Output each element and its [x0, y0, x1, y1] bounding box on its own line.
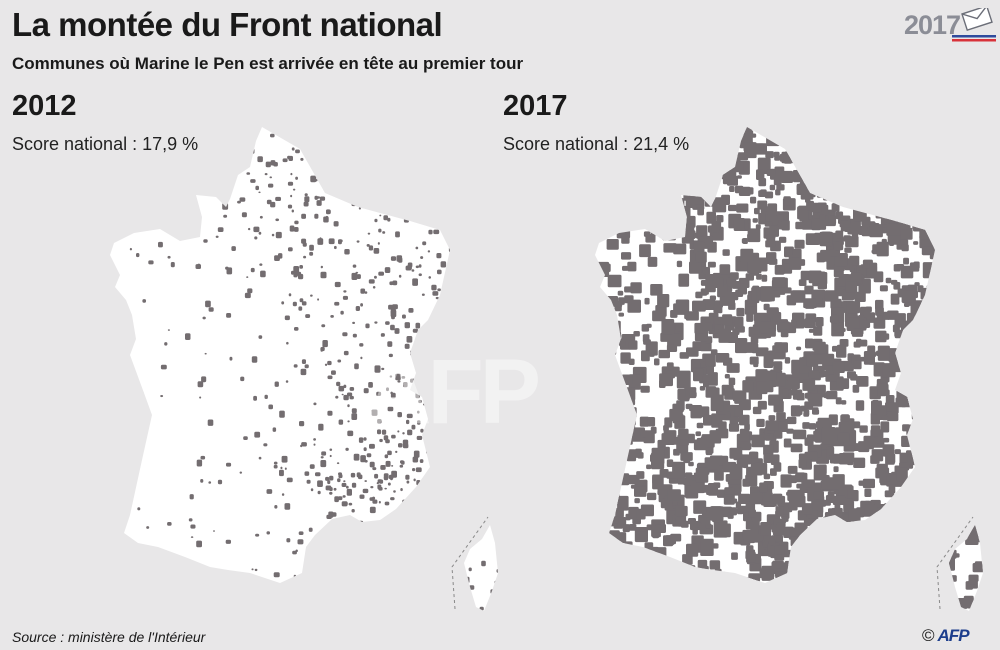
- corsica-inset-separator: [936, 516, 974, 610]
- source-note: Source : ministère de l'Intérieur: [12, 629, 206, 645]
- afp-logo: AFP: [937, 626, 970, 645]
- map-2012-year: 2012: [12, 90, 77, 122]
- corsica-shape: [949, 525, 983, 611]
- election-badge-year: 2017: [904, 10, 961, 40]
- page-title: La montée du Front national: [12, 6, 443, 43]
- map-2017-score: Score national : 21,4 %: [503, 134, 690, 154]
- copyright-symbol: ©: [922, 626, 935, 645]
- election-badge: 2017: [904, 8, 996, 44]
- map-2017-year: 2017: [503, 90, 568, 122]
- page-subtitle: Communes où Marine le Pen est arrivée en…: [12, 54, 524, 73]
- france-map-2012: [110, 127, 498, 611]
- afp-credit: © AFP: [922, 626, 970, 646]
- corsica-inset-separator: [451, 516, 489, 610]
- france-map-2017: [595, 127, 983, 611]
- map-2012-score: Score national : 17,9 %: [12, 134, 199, 154]
- mainland-france-shape: [110, 127, 450, 583]
- afp-watermark: AFP: [365, 341, 541, 443]
- ballot-envelope-icon: [952, 8, 996, 42]
